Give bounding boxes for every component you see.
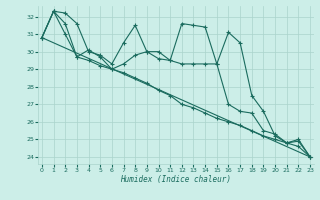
X-axis label: Humidex (Indice chaleur): Humidex (Indice chaleur) bbox=[121, 175, 231, 184]
